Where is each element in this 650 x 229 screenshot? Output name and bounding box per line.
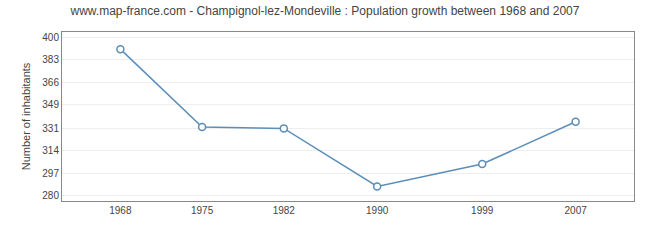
svg-text:297: 297 [42,168,59,179]
svg-text:331: 331 [42,123,59,134]
svg-text:1982: 1982 [273,205,296,216]
svg-text:1968: 1968 [109,205,132,216]
svg-text:314: 314 [42,145,59,156]
svg-text:1990: 1990 [366,205,389,216]
svg-text:366: 366 [42,77,59,88]
svg-text:www.map-france.com - Champigno: www.map-france.com - Champignol-lez-Mond… [70,4,580,18]
svg-text:Number of inhabitants: Number of inhabitants [20,62,32,170]
svg-text:1999: 1999 [471,205,494,216]
svg-text:1975: 1975 [191,205,214,216]
svg-text:349: 349 [42,99,59,110]
svg-text:280: 280 [42,190,59,201]
svg-text:400: 400 [42,32,59,43]
svg-text:383: 383 [42,54,59,65]
svg-text:2007: 2007 [565,205,588,216]
